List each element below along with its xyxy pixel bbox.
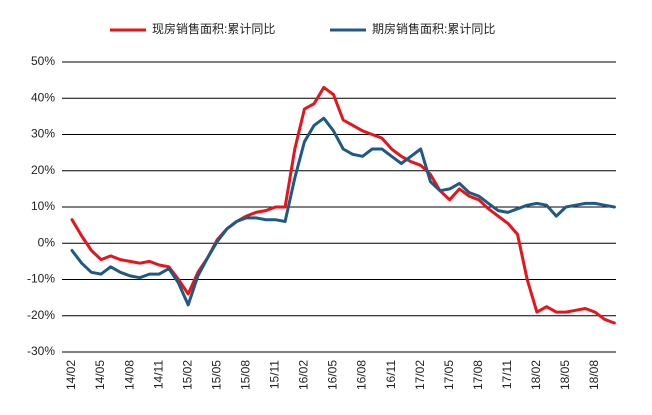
x-tick-label: 17/05 — [442, 360, 456, 390]
x-tick-label: 15/08 — [239, 360, 253, 390]
y-tick-label: 50% — [31, 54, 55, 68]
x-tick-label: 17/11 — [500, 360, 514, 389]
y-tick-label: 20% — [31, 163, 55, 177]
x-tick-label: 14/02 — [64, 360, 78, 390]
x-tick-label: 17/08 — [471, 360, 485, 390]
x-tick-label: 16/08 — [355, 360, 369, 390]
series-line — [70, 116, 616, 307]
y-tick-label: -20% — [27, 308, 55, 322]
y-tick-label: 40% — [31, 90, 55, 104]
x-tick-label: 18/02 — [529, 360, 543, 390]
legend-label: 期房销售面积:累计同比 — [372, 21, 495, 36]
x-tick-label: 15/02 — [180, 360, 194, 390]
x-tick-label: 16/05 — [326, 360, 340, 390]
x-tick-label: 15/05 — [209, 360, 223, 390]
x-tick-label: 17/02 — [413, 360, 427, 390]
series-line — [70, 85, 616, 325]
x-tick-label: 14/11 — [151, 360, 165, 389]
x-tick-label: 14/05 — [93, 360, 107, 390]
x-tick-label: 16/11 — [384, 360, 398, 389]
legend-label: 现房销售面积:累计同比 — [152, 21, 275, 36]
x-tick-label: 15/11 — [268, 360, 282, 389]
x-tick-label: 18/05 — [558, 360, 572, 390]
y-tick-label: 0% — [38, 235, 56, 249]
x-tick-label: 14/08 — [122, 360, 136, 390]
x-tick-label: 16/02 — [297, 360, 311, 390]
y-tick-label: -10% — [27, 272, 55, 286]
y-tick-label: 10% — [31, 199, 55, 213]
x-tick-label: 18/08 — [587, 360, 601, 390]
y-tick-label: -30% — [27, 344, 55, 358]
y-tick-label: 30% — [31, 127, 55, 141]
